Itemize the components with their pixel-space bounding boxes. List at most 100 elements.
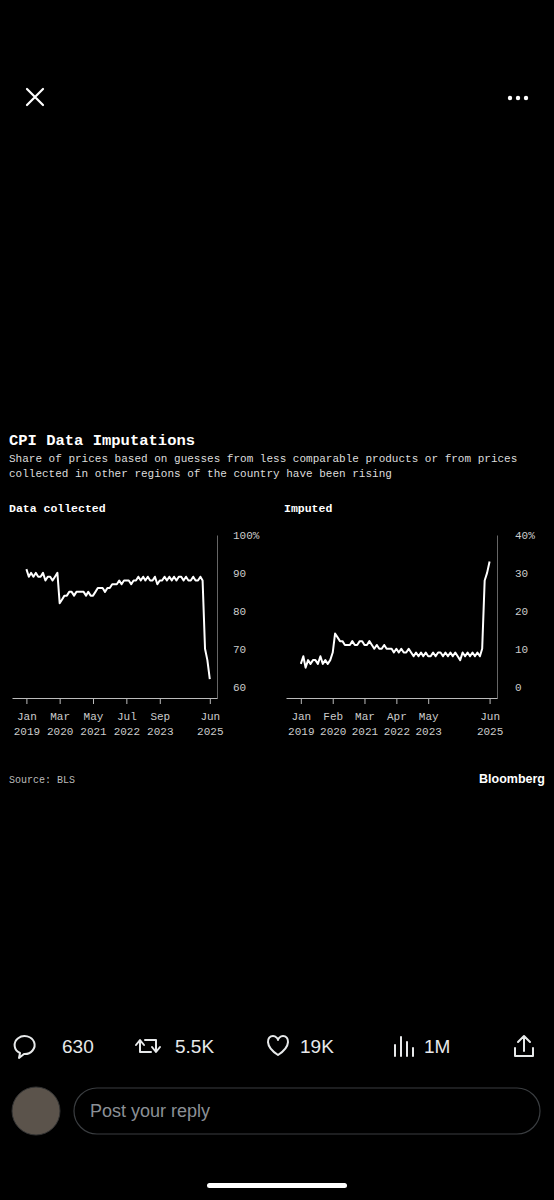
like-glyph[interactable] xyxy=(268,1036,288,1055)
x-tick-mark xyxy=(26,698,27,704)
x-tick-label-line: Jun xyxy=(480,711,500,723)
x-tick-label-line: Sep xyxy=(150,711,170,723)
x-tick: Feb2020 xyxy=(320,698,346,738)
x-tick-label-line: 2025 xyxy=(477,726,503,738)
x-tick-label: Jan 2019 xyxy=(14,711,40,738)
action-count[interactable]: 1M xyxy=(424,1036,450,1057)
data-line xyxy=(301,562,490,668)
x-tick-label: Jun 2025 xyxy=(477,711,503,738)
y-tick: 30 xyxy=(497,568,528,580)
y-tick: 90 xyxy=(217,568,246,580)
x-tick-label: Mar 2021 xyxy=(352,711,379,738)
y-tick-label: 100% xyxy=(233,530,260,542)
repost-icon[interactable] xyxy=(136,1040,160,1052)
x-tick: Sep 2023 xyxy=(147,698,173,738)
x-tick-label: Mar2020 xyxy=(47,711,73,738)
x-tick-mark xyxy=(396,698,397,704)
reply-icon[interactable] xyxy=(15,1036,35,1058)
more-dot[interactable] xyxy=(524,96,528,100)
x-tick-label-line: 2023 xyxy=(415,726,441,738)
close-button[interactable] xyxy=(27,89,43,105)
views-glyph[interactable] xyxy=(395,1037,413,1056)
x-tick: Jun 2025 xyxy=(477,698,503,738)
x-tick-label-line: 2022 xyxy=(114,726,140,738)
x-tick: Jan 2019 xyxy=(288,698,314,738)
more-button[interactable] xyxy=(508,96,528,100)
x-tick-label-line: 2019 xyxy=(14,726,40,738)
data-line xyxy=(26,569,209,679)
action-count[interactable]: 630 xyxy=(62,1036,94,1057)
y-tick-label: 80 xyxy=(233,606,246,618)
x-tick-label-line: Jul xyxy=(117,711,137,723)
repost-glyph[interactable] xyxy=(136,1040,160,1052)
x-tick-mark xyxy=(60,698,61,704)
y-tick: 0 xyxy=(497,682,522,694)
x-tick-mark xyxy=(301,698,302,704)
y-axis-line xyxy=(217,536,218,699)
x-tick-label: Jun2025 xyxy=(197,711,223,738)
x-tick-label-line: Feb xyxy=(323,711,343,723)
y-tick: 20 xyxy=(497,606,528,618)
action-count[interactable]: 19K xyxy=(300,1036,334,1057)
x-tick-label: Jan 2019 xyxy=(288,711,314,738)
x-tick-label: Feb2020 xyxy=(320,711,346,738)
y-tick: 60 xyxy=(217,682,246,694)
x-tick: Jun2025 xyxy=(197,698,223,738)
x-tick-label-line: 2023 xyxy=(147,726,173,738)
like-icon[interactable] xyxy=(268,1036,288,1055)
x-tick-label-line: 2022 xyxy=(384,726,410,738)
x-tick-mark xyxy=(126,698,127,704)
x-tick: Mar 2021 xyxy=(352,698,379,738)
x-tick: Mar2020 xyxy=(47,698,73,738)
x-tick-mark xyxy=(93,698,94,704)
x-tick-label-line: Jan xyxy=(17,711,37,723)
reply-placeholder[interactable]: Post your reply xyxy=(90,1101,210,1121)
x-tick-label-line: Jun xyxy=(200,711,220,723)
x-tick: May 2023 xyxy=(415,698,441,738)
reply-glyph[interactable] xyxy=(15,1036,35,1058)
x-tick-label: May 2021 xyxy=(80,711,107,738)
y-tick-label: 0 xyxy=(515,682,522,694)
x-tick-label-line: 2021 xyxy=(352,726,379,738)
x-tick-label-line: Jan xyxy=(291,711,311,723)
action-count[interactable]: 5.5K xyxy=(175,1036,214,1057)
y-tick-label: 60 xyxy=(233,682,246,694)
y-axis: 40%3020100 xyxy=(497,530,535,698)
x-tick-mark xyxy=(428,698,429,704)
plot-area xyxy=(26,569,209,679)
x-tick-label-line: May xyxy=(84,711,104,723)
y-tick: 100% xyxy=(217,530,260,542)
panel-title: Imputed xyxy=(284,502,332,515)
share-icon[interactable] xyxy=(515,1036,533,1056)
more-dot[interactable] xyxy=(508,96,512,100)
chart-panel: Imputed40%3020100Jan2019Feb2020Mar2021Ap… xyxy=(284,502,535,738)
x-tick-label: May 2023 xyxy=(415,711,441,738)
chart-subtitle: Share of prices based on guesses from le… xyxy=(9,453,517,480)
reply-box[interactable] xyxy=(74,1088,540,1134)
x-tick-mark xyxy=(160,698,161,704)
background xyxy=(0,0,554,1200)
x-tick-label-line: 2020 xyxy=(47,726,73,738)
avatar[interactable] xyxy=(12,1087,60,1135)
x-axis-line xyxy=(13,698,218,699)
x-tick-label-line: 2019 xyxy=(288,726,314,738)
x-axis: Jan2019Mar2020May2021Jul2022Sep2023Jun20… xyxy=(13,698,224,738)
y-tick-label: 90 xyxy=(233,568,246,580)
x-tick: Jan 2019 xyxy=(14,698,40,738)
more-dot[interactable] xyxy=(516,96,520,100)
x-tick-label-line: Mar xyxy=(355,711,375,723)
x-tick: May 2021 xyxy=(80,698,107,738)
views-icon[interactable] xyxy=(395,1037,413,1056)
y-axis: 100%90807060 xyxy=(217,530,260,698)
x-tick-label: Jul 2022 xyxy=(114,711,140,738)
x-tick-label-line: May xyxy=(419,711,439,723)
close-icon[interactable] xyxy=(27,89,43,105)
screen: CPI Data ImputationsShare of prices base… xyxy=(0,0,554,1200)
x-tick-label-line: 2021 xyxy=(80,726,107,738)
x-axis-line xyxy=(287,698,498,699)
y-tick-label: 10 xyxy=(515,644,528,656)
share-glyph[interactable] xyxy=(515,1036,533,1056)
x-tick: Jul 2022 xyxy=(114,698,140,738)
x-tick-mark xyxy=(364,698,365,704)
source: Source: BLS xyxy=(9,775,75,786)
